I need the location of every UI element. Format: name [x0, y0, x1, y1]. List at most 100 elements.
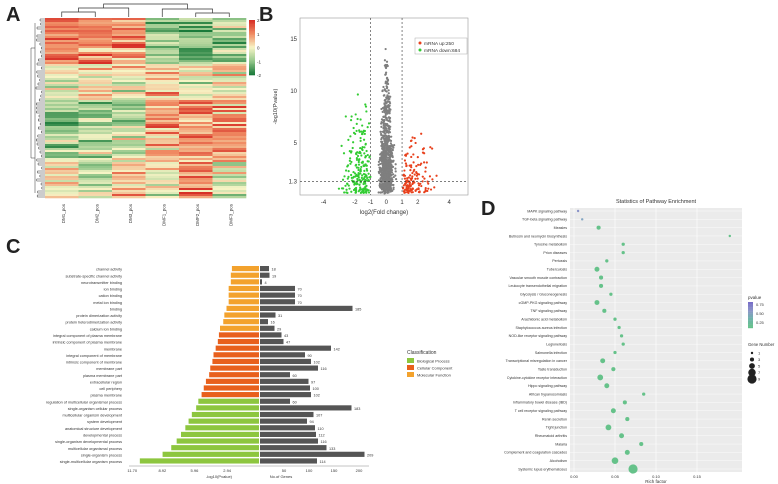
- heatmap-cell: [78, 150, 113, 153]
- heatmap-cell: [45, 66, 79, 69]
- go-gene-count-bar: [260, 279, 262, 285]
- volcano-point-up: [421, 175, 424, 178]
- heatmap-cell: [145, 60, 180, 63]
- volcano-point-up: [410, 145, 413, 148]
- heatmap-cell: [78, 136, 113, 139]
- heatmap-cell: [145, 50, 180, 53]
- volcano-point-up: [409, 174, 412, 177]
- volcano-point-up: [428, 175, 432, 178]
- volcano-point-up: [435, 174, 438, 177]
- kegg-pathway-label: Tight junction: [546, 426, 567, 430]
- heatmap-cell: [179, 60, 213, 63]
- heatmap-cell: [45, 62, 79, 65]
- go-legend-label: Biological Process: [417, 359, 450, 364]
- heatmap-cell: [45, 158, 79, 161]
- go-term-label: anatomical structure development: [65, 427, 123, 431]
- volcano-point-ns: [383, 191, 387, 194]
- heatmap-cell: [212, 162, 247, 165]
- heatmap-cell: [45, 146, 79, 149]
- volcano-legend-label: mRNA up:250: [424, 41, 454, 47]
- heatmap-cell: [212, 34, 247, 37]
- heatmap-cell: [212, 62, 247, 65]
- volcano-point-down: [367, 189, 370, 192]
- kegg-pathway-label: Arachidonic acid metabolism: [521, 317, 567, 321]
- dendrogram-branch: [39, 18, 45, 22]
- color-scale-segment: [249, 25, 255, 28]
- heatmap-cell: [78, 188, 113, 191]
- volcano-point-ns: [388, 162, 392, 165]
- volcano-point-down: [356, 117, 359, 121]
- volcano-point-up: [413, 137, 416, 140]
- heatmap-cell: [179, 94, 213, 97]
- dendrogram-branch: [36, 102, 45, 106]
- heatmap-cell: [145, 26, 180, 29]
- heatmap-cell: [212, 196, 247, 199]
- dendrogram-branch: [39, 78, 45, 82]
- heatmap-cell: [145, 44, 180, 47]
- go-gene-count-label: 43: [284, 334, 288, 338]
- heatmap-cell: [145, 78, 180, 81]
- volcano-point-ns: [382, 171, 385, 174]
- volcano-point-down: [346, 165, 349, 168]
- go-gene-count-label: 4: [265, 281, 267, 285]
- heatmap-cell: [78, 60, 113, 63]
- volcano-point-down: [367, 122, 371, 125]
- heatmap-column-label: DMF1_pos: [161, 203, 166, 226]
- heatmap-cell: [112, 66, 146, 69]
- go-legend-swatch: [407, 358, 414, 363]
- go-term-label: multicellular organism development: [62, 414, 122, 418]
- volcano-point-down: [358, 129, 361, 132]
- volcano-point-down: [358, 189, 361, 192]
- volcano-point-ns: [383, 183, 386, 187]
- go-pvalue-bar: [191, 411, 259, 418]
- volcano-point-ns: [383, 148, 386, 152]
- volcano-point-down: [364, 105, 368, 108]
- heatmap-cell: [179, 96, 213, 99]
- volcano-point-up: [406, 180, 409, 183]
- heatmap-cell: [212, 156, 247, 159]
- volcano-point-ns: [383, 122, 386, 125]
- heatmap-cell: [212, 88, 247, 91]
- heatmap-cell: [78, 126, 113, 129]
- heatmap-cell: [179, 128, 213, 131]
- volcano-point-ns: [387, 89, 390, 92]
- volcano-point-up: [433, 186, 436, 189]
- volcano-point-ns: [390, 135, 393, 138]
- volcano-point-down: [357, 163, 361, 166]
- heatmap-cell: [212, 172, 247, 175]
- legend-swatch: [418, 41, 422, 45]
- volcano-point-down: [359, 139, 362, 142]
- go-gene-count-label: 70: [298, 288, 302, 292]
- heatmap-cell: [212, 116, 247, 119]
- volcano-point-ns: [383, 111, 386, 114]
- volcano-point-up: [406, 177, 409, 180]
- kegg-pathway-label: Complement and coagulation cascades: [504, 451, 567, 455]
- go-gene-count-label: 47: [286, 341, 290, 345]
- volcano-point-down: [364, 155, 367, 158]
- heatmap-cell: [212, 24, 247, 27]
- heatmap-cell: [212, 78, 247, 81]
- volcano-point-down: [349, 119, 353, 122]
- go-term-label: multicellular organismal process: [68, 447, 122, 451]
- go-gene-count-bar: [260, 431, 316, 438]
- volcano-point-up: [415, 174, 418, 177]
- heatmap-cell: [145, 66, 180, 69]
- color-scale-segment: [249, 51, 255, 54]
- heatmap-cell: [45, 160, 79, 163]
- heatmap-cell: [112, 88, 146, 91]
- heatmap-cell: [78, 140, 113, 143]
- kegg-color-legend-segment: [748, 317, 753, 320]
- volcano-point-down: [354, 188, 358, 191]
- heatmap-cell: [112, 124, 146, 127]
- dendrogram-branch: [41, 46, 45, 50]
- go-left-tick: 2.94: [223, 468, 232, 473]
- heatmap-cell: [78, 158, 113, 161]
- kegg-pathway-label: Hippo signaling pathway: [528, 384, 567, 388]
- heatmap-cell: [112, 146, 146, 149]
- heatmap-cell: [212, 74, 247, 77]
- kegg-color-legend-segment: [748, 325, 753, 327]
- go-pvalue-bar: [220, 325, 259, 331]
- volcano-point-ns: [388, 147, 391, 150]
- kegg-size-legend-dot: [749, 363, 755, 369]
- volcano-y-tick: 1.3: [289, 179, 298, 185]
